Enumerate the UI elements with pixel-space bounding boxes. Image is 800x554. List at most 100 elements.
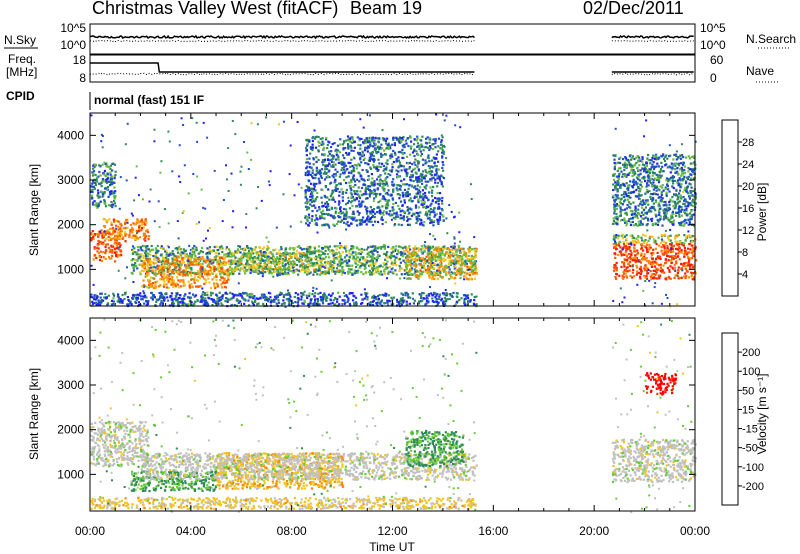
power-cell	[142, 269, 145, 272]
power-cell	[415, 257, 418, 260]
power-cell	[368, 141, 371, 144]
power-cell	[467, 248, 470, 251]
power-cell	[335, 184, 338, 187]
power-cell	[142, 256, 145, 260]
power-cell	[399, 194, 402, 197]
power-cell	[335, 222, 339, 226]
power-cell	[387, 142, 390, 145]
power-cell	[401, 299, 404, 302]
power-cell	[431, 200, 434, 203]
power-cell	[356, 247, 359, 250]
power-cell	[420, 221, 423, 224]
power-cell	[248, 304, 251, 307]
power-cell	[474, 247, 477, 250]
power-cell	[407, 162, 410, 165]
power-cell	[304, 196, 307, 199]
power-cell	[403, 299, 406, 302]
power-cell	[468, 278, 471, 281]
power-cell	[299, 255, 302, 258]
power-heatmap	[90, 113, 698, 308]
power-cell	[177, 256, 180, 259]
power-cell	[323, 160, 326, 163]
power-cell	[396, 253, 399, 256]
power-cell	[104, 243, 108, 246]
power-cell	[179, 279, 182, 282]
power-cell	[112, 228, 115, 231]
power-cell	[326, 175, 330, 178]
power-cell	[391, 163, 394, 166]
power-cell	[318, 208, 321, 211]
power-cell	[196, 300, 199, 303]
power-cell	[398, 264, 401, 267]
power-cell	[438, 175, 441, 178]
power-cell	[103, 173, 106, 176]
power-cell	[342, 147, 345, 150]
power-cell	[472, 302, 475, 305]
power-cell	[417, 168, 420, 171]
power-cell	[136, 219, 139, 222]
power-cell	[262, 252, 266, 255]
power-cell	[192, 263, 195, 266]
power-cell	[309, 261, 312, 264]
power-cell	[223, 279, 226, 282]
power-cell	[301, 254, 304, 257]
power-cell	[244, 247, 247, 250]
power-cell	[408, 166, 411, 169]
power-cell	[115, 254, 118, 258]
power-cell	[145, 245, 148, 248]
power-cell	[376, 188, 379, 191]
power-cell	[224, 291, 227, 294]
power-cell	[427, 300, 430, 303]
power-cell	[107, 195, 110, 198]
power-cell	[369, 245, 372, 248]
power-cell	[393, 249, 397, 253]
power-cell	[427, 267, 430, 270]
power-cell	[118, 236, 121, 239]
power-cell	[274, 295, 277, 298]
power-cell	[149, 250, 152, 253]
power-cell	[372, 253, 375, 256]
power-cell	[426, 171, 429, 174]
power-cell	[455, 268, 458, 271]
power-cell	[385, 203, 388, 206]
power-cell	[464, 272, 467, 275]
power-cell	[406, 273, 409, 276]
power-cell	[370, 190, 373, 193]
power-cell	[234, 268, 237, 271]
power-cell	[163, 261, 166, 264]
power-cell	[325, 212, 328, 216]
power-cell	[129, 223, 132, 226]
power-cell	[133, 247, 136, 250]
power-cell	[197, 252, 200, 255]
power-cell	[130, 302, 133, 306]
power-cell	[116, 220, 119, 223]
power-cell	[169, 277, 172, 281]
power-cell	[313, 295, 316, 298]
power-cell	[323, 168, 326, 171]
power-cell	[135, 264, 138, 267]
power-cell	[144, 236, 147, 239]
power-cell	[163, 276, 166, 279]
power-cell	[436, 199, 439, 203]
power-cell	[108, 257, 112, 260]
power-cell	[156, 280, 159, 283]
power-cell	[325, 270, 328, 273]
power-cell	[254, 257, 257, 260]
power-cell	[315, 146, 318, 149]
power-cell	[196, 257, 199, 260]
power-cell	[457, 244, 460, 248]
power-cell	[264, 299, 267, 302]
power-cell	[218, 262, 221, 266]
power-cell	[181, 304, 184, 307]
power-cell	[403, 146, 406, 149]
power-cell	[309, 195, 312, 198]
power-cell	[397, 193, 400, 196]
power-cell	[406, 192, 409, 195]
power-cell	[299, 256, 302, 259]
power-cell	[126, 296, 129, 299]
power-cell	[284, 262, 287, 266]
power-cell	[415, 221, 418, 225]
power-cell	[386, 176, 389, 179]
power-cell	[366, 150, 369, 153]
power-cell	[111, 192, 115, 195]
